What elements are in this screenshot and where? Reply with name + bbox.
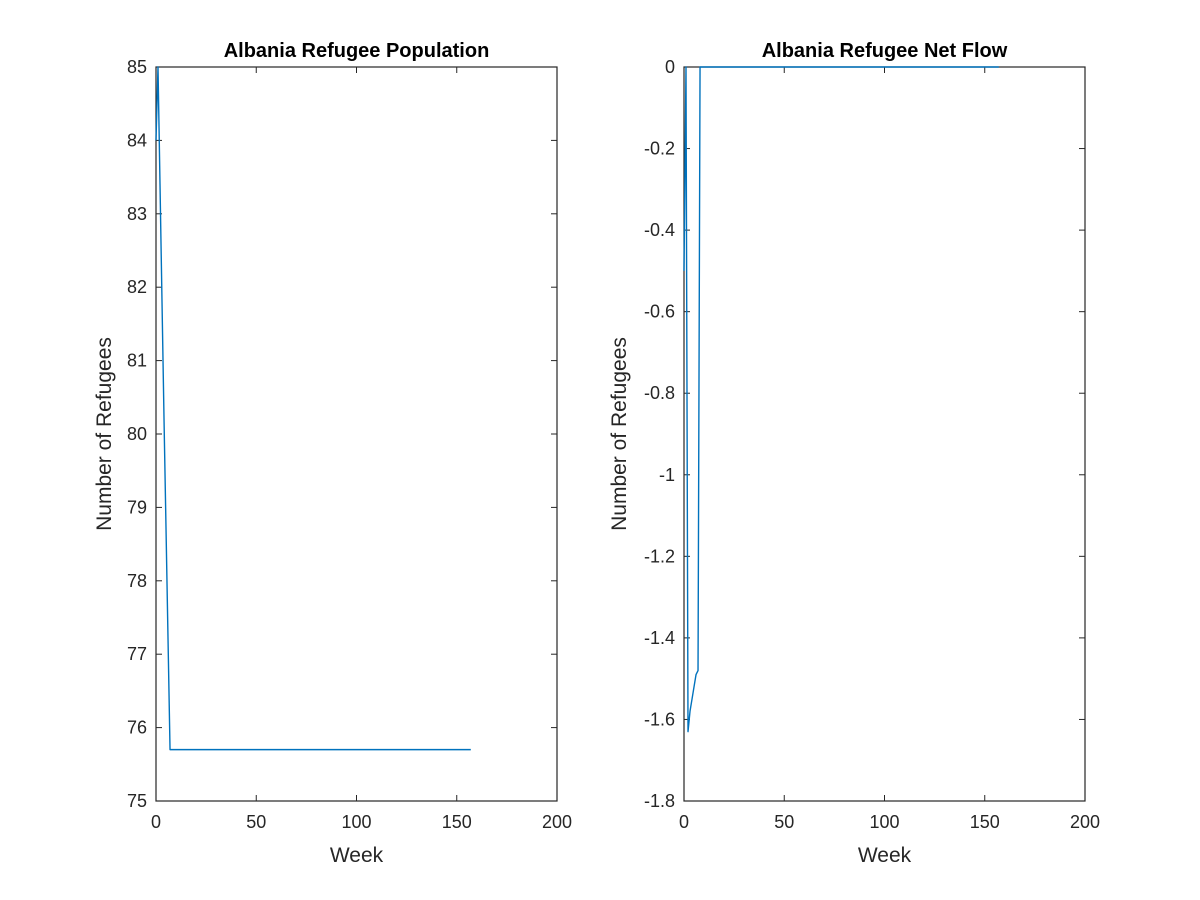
- chart-title: Albania Refugee Population: [224, 40, 490, 62]
- y-tick-label: 84: [127, 130, 147, 150]
- x-tick-label: 50: [246, 812, 266, 832]
- y-tick-label: -0.8: [644, 383, 675, 403]
- x-tick-label: 200: [1070, 812, 1100, 832]
- y-tick-label: -0.6: [644, 302, 675, 322]
- x-tick-label: 50: [774, 812, 794, 832]
- y-tick-label: 79: [127, 497, 147, 517]
- x-tick-label: 150: [970, 812, 1000, 832]
- y-tick-label: 0: [665, 57, 675, 77]
- axes-box: [155, 66, 558, 802]
- y-tick-label: -1.4: [644, 628, 675, 648]
- y-axis-label: Number of Refugees: [608, 337, 631, 531]
- y-tick-label: 75: [127, 791, 147, 811]
- series-line: [155, 66, 471, 751]
- x-tick-label: 150: [442, 812, 472, 832]
- x-axis-label: Week: [858, 844, 912, 867]
- population-chart: Albania Refugee Population Week Number o…: [93, 40, 572, 867]
- y-tick-label: 82: [127, 277, 147, 297]
- net-flow-chart: Albania Refugee Net Flow Week Number of …: [608, 40, 1100, 867]
- y-tick-label: 83: [127, 204, 147, 224]
- y-tick-label: -1: [659, 465, 675, 485]
- x-tick-label: 100: [341, 812, 371, 832]
- chart-title: Albania Refugee Net Flow: [762, 40, 1008, 62]
- y-tick-label: 81: [127, 351, 147, 371]
- x-tick-label: 200: [542, 812, 572, 832]
- x-axis-label: Week: [330, 844, 384, 867]
- x-tick-label: 0: [679, 812, 689, 832]
- y-tick-label: 80: [127, 424, 147, 444]
- x-tick-label: 100: [869, 812, 899, 832]
- x-tick-label: 0: [151, 812, 161, 832]
- y-axis-label: Number of Refugees: [93, 337, 116, 531]
- y-tick-label: -0.4: [644, 220, 675, 240]
- y-tick-label: 77: [127, 644, 147, 664]
- series-line: [683, 66, 999, 733]
- y-tick-label: 85: [127, 57, 147, 77]
- y-tick-label: -0.2: [644, 139, 675, 159]
- y-tick-label: -1.6: [644, 709, 675, 729]
- y-tick-label: 76: [127, 718, 147, 738]
- y-tick-label: -1.8: [644, 791, 675, 811]
- y-tick-label: -1.2: [644, 546, 675, 566]
- axes-box: [683, 66, 1086, 802]
- y-tick-label: 78: [127, 571, 147, 591]
